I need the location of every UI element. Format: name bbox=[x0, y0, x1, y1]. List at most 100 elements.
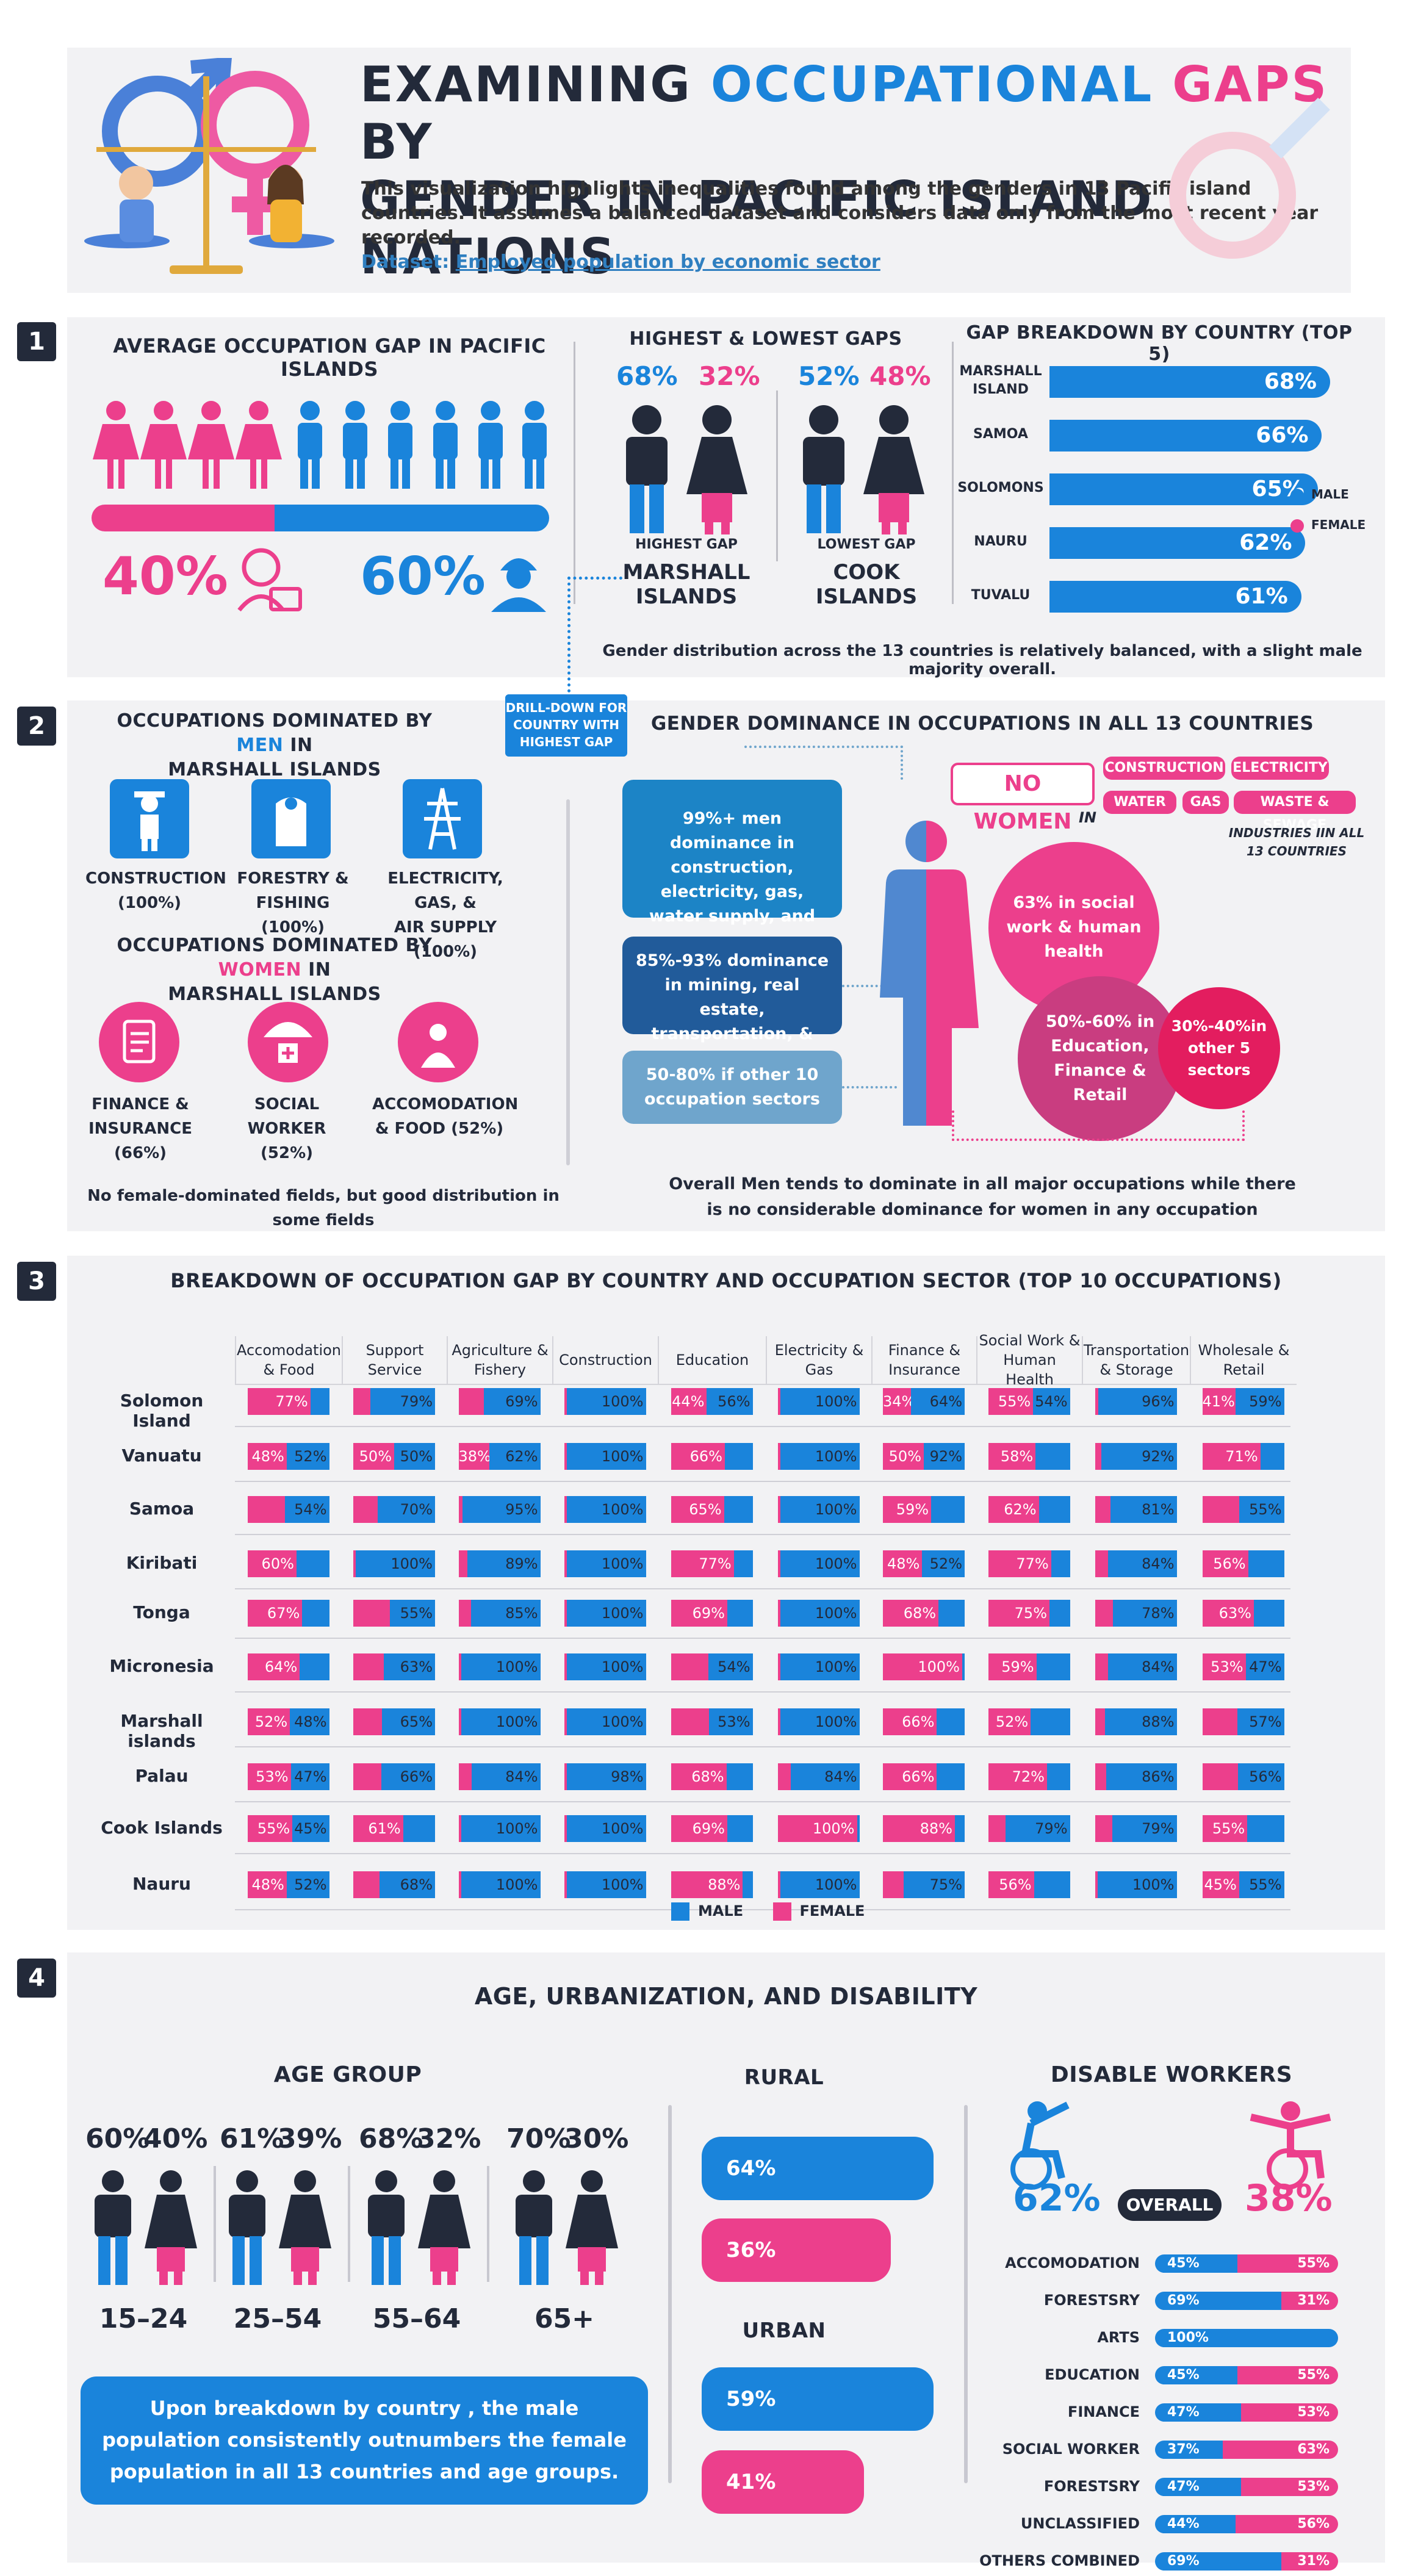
table-row-divider bbox=[235, 1691, 1290, 1693]
cell-female-segment bbox=[353, 1550, 356, 1577]
section-4-title: AGE, URBANIZATION, AND DISABILITY bbox=[474, 1983, 978, 2010]
disability-bar: 47% 53% bbox=[1155, 2403, 1338, 2422]
table-cell-bar: 55% bbox=[1202, 1815, 1284, 1842]
men-dominated-title: OCCUPATIONS DOMINATED BY MEN IN MARSHALL … bbox=[117, 710, 433, 780]
cell-female-segment: 48% bbox=[247, 1871, 287, 1898]
age-figures-icon bbox=[516, 2170, 618, 2285]
table-column-header: Transportation & Storage bbox=[1082, 1336, 1190, 1385]
cell-male-segment: 100% bbox=[461, 1708, 541, 1735]
mini-divider bbox=[776, 390, 778, 561]
rural-female-bar: 36% bbox=[702, 2218, 891, 2282]
cell-female-segment: 48% bbox=[247, 1443, 287, 1470]
table-row-country: Tonga bbox=[133, 1602, 190, 1622]
cell-female-segment bbox=[671, 1708, 710, 1735]
cell-female-segment bbox=[777, 1708, 780, 1735]
cell-male-segment bbox=[1038, 1496, 1070, 1523]
cell-male-segment: 100% bbox=[780, 1496, 860, 1523]
cell-female-segment bbox=[564, 1388, 567, 1415]
disability-female-segment: 55% bbox=[1237, 2366, 1338, 2384]
avg-female-segment bbox=[92, 505, 275, 531]
cell-male-segment: 100% bbox=[780, 1871, 860, 1898]
table-cell-bar: 56% bbox=[988, 1871, 1070, 1898]
avg-gap-bar bbox=[92, 505, 549, 531]
cell-female-segment bbox=[1095, 1653, 1108, 1680]
age-female-pct: 32% bbox=[417, 2123, 481, 2154]
highest-male-pct: 68% bbox=[616, 361, 678, 391]
men-item-electricity: ELECTRICITY, GAS, & AIR SUPPLY (100%) bbox=[387, 869, 503, 961]
table-column-header: Support Service bbox=[342, 1336, 447, 1385]
construction-icon bbox=[110, 779, 189, 858]
cell-female-segment bbox=[564, 1653, 567, 1680]
cell-male-segment: 55% bbox=[390, 1600, 435, 1627]
table-cell-bar: 69% bbox=[458, 1388, 541, 1415]
cell-male-segment: 84% bbox=[1107, 1550, 1177, 1577]
table-row-country: Cook Islands bbox=[101, 1818, 223, 1838]
table-cell-bar: 48% 52% bbox=[247, 1443, 329, 1470]
disability-bar: 47% 53% bbox=[1155, 2478, 1338, 2496]
cell-female-segment: 60% bbox=[247, 1550, 297, 1577]
electricity-icon bbox=[403, 779, 482, 858]
disability-bar: 44% 56% bbox=[1155, 2515, 1338, 2533]
cell-female-segment bbox=[1095, 1443, 1102, 1470]
highest-gap-country: MARSHALL ISLANDS bbox=[622, 560, 750, 609]
chip-construction: CONSTRUCTION bbox=[1103, 757, 1225, 780]
cell-male-segment: 45% bbox=[292, 1815, 329, 1842]
table-row-divider bbox=[235, 1638, 1290, 1639]
cell-female-segment bbox=[564, 1815, 567, 1842]
cell-male-segment: 79% bbox=[1112, 1815, 1177, 1842]
table-cell-bar: 100% bbox=[458, 1815, 541, 1842]
table-cell-bar: 75% bbox=[988, 1600, 1070, 1627]
page-title: EXAMINING OCCUPATIONAL GAPS BY GENDER IN… bbox=[360, 56, 1336, 286]
table-cell-bar: 70% bbox=[353, 1496, 435, 1523]
table-row-divider bbox=[235, 1426, 1290, 1427]
section-2-left-note: No female-dominated fields, but good dis… bbox=[87, 1187, 560, 1229]
highest-gap-label: HIGHEST GAP bbox=[635, 537, 738, 552]
cell-male-segment: 52% bbox=[286, 1443, 329, 1470]
lowest-gap-country: COOK ISLANDS bbox=[815, 560, 918, 609]
cell-male-segment bbox=[403, 1815, 435, 1842]
cell-female-segment bbox=[564, 1600, 567, 1627]
table-column-header: Construction bbox=[552, 1336, 658, 1385]
table-cell-bar: 84% bbox=[1095, 1550, 1177, 1577]
age-male-pct: 61% bbox=[220, 2123, 284, 2154]
table-column-header: Wholesale & Retail bbox=[1190, 1336, 1297, 1385]
female-worker-icon bbox=[237, 548, 302, 612]
cell-male-segment: 100% bbox=[566, 1708, 646, 1735]
split-gender-figure bbox=[880, 821, 979, 1126]
cell-female-segment bbox=[1095, 1763, 1107, 1790]
top5-bar: 65% bbox=[1049, 473, 1318, 505]
cell-female-segment: 56% bbox=[1202, 1550, 1248, 1577]
cell-male-segment: 81% bbox=[1110, 1496, 1177, 1523]
cell-female-segment: 66% bbox=[883, 1763, 937, 1790]
table-cell-bar: 66% bbox=[883, 1763, 965, 1790]
cell-male-segment: 100% bbox=[566, 1871, 646, 1898]
dataset-link[interactable]: Employed population by economic sector bbox=[455, 251, 880, 273]
table-column-header: Accomodation & Food bbox=[235, 1336, 342, 1385]
cell-male-segment bbox=[954, 1815, 965, 1842]
cell-male-segment bbox=[743, 1871, 753, 1898]
cell-female-segment bbox=[1095, 1388, 1098, 1415]
table-row-divider bbox=[235, 1909, 1290, 1910]
cell-female-segment bbox=[353, 1871, 380, 1898]
table-cell-bar: 100% bbox=[353, 1550, 435, 1577]
disability-bar: 37% 63% bbox=[1155, 2441, 1338, 2459]
cell-male-segment: 100% bbox=[780, 1600, 860, 1627]
lowest-gap-figures bbox=[803, 405, 924, 534]
cell-male-segment bbox=[1049, 1600, 1070, 1627]
disability-female-segment: 63% bbox=[1223, 2441, 1338, 2459]
female-person-icon bbox=[93, 401, 139, 489]
table-cell-bar: 79% bbox=[353, 1388, 435, 1415]
table-cell-bar: 64% bbox=[247, 1653, 329, 1680]
table-row-country: Solomon Island bbox=[120, 1391, 204, 1431]
cell-female-segment: 88% bbox=[883, 1815, 955, 1842]
legend-female: FEMALE bbox=[1290, 517, 1366, 533]
disable-male-pct: 62% bbox=[1013, 2177, 1101, 2220]
cell-male-segment: 54% bbox=[1033, 1388, 1070, 1415]
table-cell-bar: 100% bbox=[777, 1550, 860, 1577]
chip-electricity: ELECTRICITY bbox=[1231, 757, 1329, 780]
cell-male-segment bbox=[733, 1550, 753, 1577]
table-cell-bar: 68% bbox=[883, 1600, 965, 1627]
cell-male-segment: 84% bbox=[1107, 1653, 1177, 1680]
table-cell-bar: 55% bbox=[353, 1600, 435, 1627]
table-cell-bar: 55% bbox=[1202, 1496, 1284, 1523]
